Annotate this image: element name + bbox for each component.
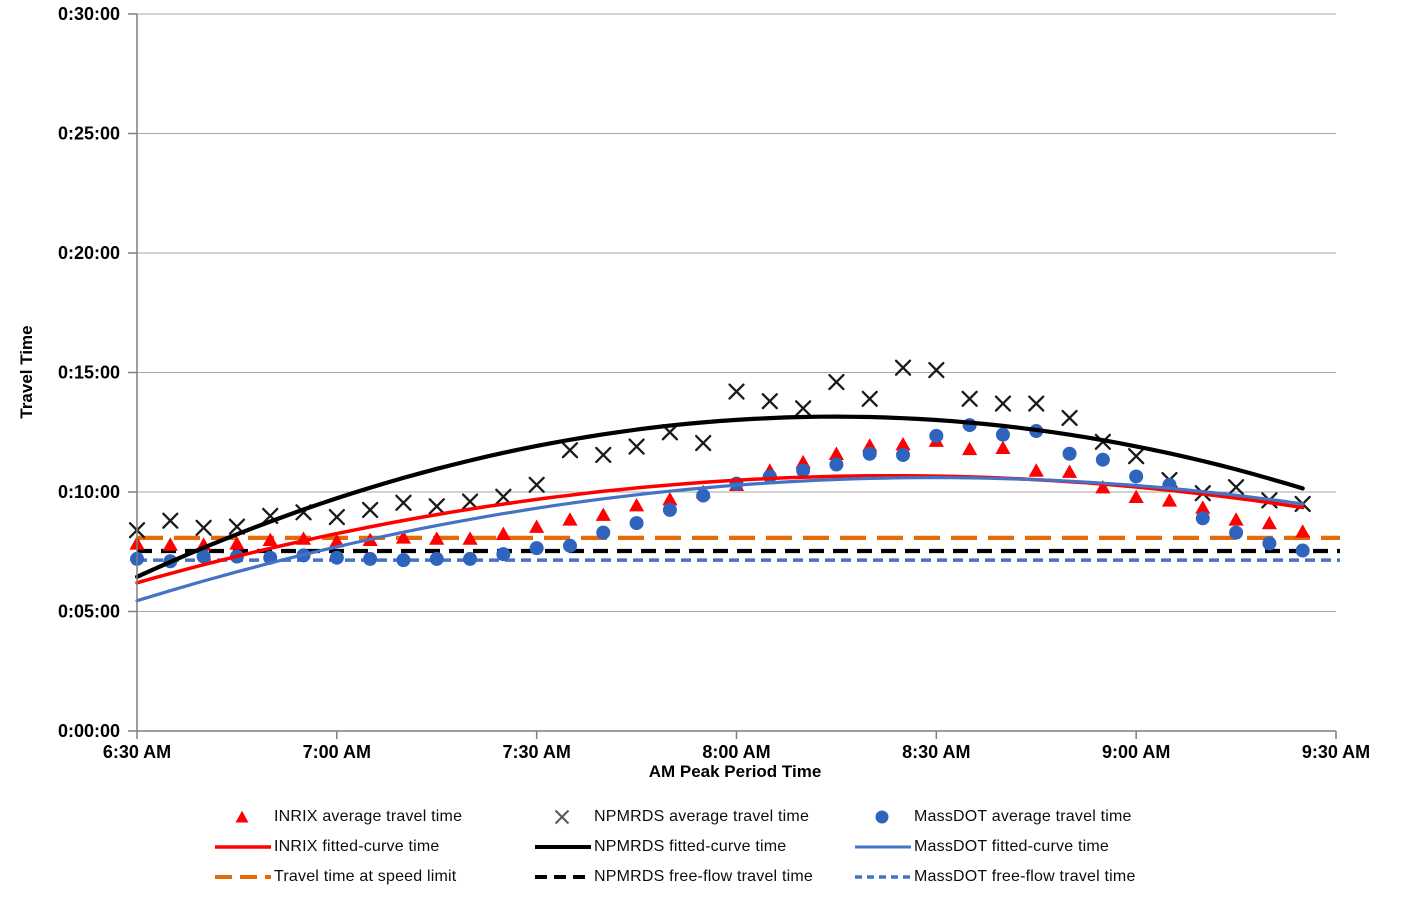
legend-label: MassDOT fitted-curve time	[914, 838, 1109, 855]
axis-labels: 0:00:00 0:05:00 0:10:00 0:15:00 0:20:00 0:25:…	[17, 4, 1370, 781]
x-axis-title: AM Peak Period Time	[649, 762, 822, 781]
legend-item-massdot-average-travel-time: MassDOT average travel time	[854, 807, 1174, 827]
legend-item-npmrds-free-flow-travel-time: NPMRDS free-flow travel time	[534, 867, 854, 887]
legend-item-massdot-fitted-curve-time: MassDOT fitted-curve time	[854, 837, 1174, 857]
line-swatch-icon	[535, 845, 591, 849]
legend-label: NPMRDS average travel time	[594, 808, 810, 825]
legend-label: MassDOT average travel time	[914, 808, 1132, 825]
legend-item-inrix-fitted-curve-time: INRIX fitted-curve time	[214, 837, 534, 857]
dash-short-swatch-icon	[855, 875, 911, 879]
x-tick-label: 7:00 AM	[303, 742, 371, 762]
y-tick-label: 0:00:00	[58, 721, 120, 741]
dash-long-swatch-icon	[215, 875, 271, 879]
y-tick-label: 0:20:00	[58, 243, 120, 263]
legend-label: NPMRDS fitted-curve time	[594, 838, 787, 855]
axes	[128, 13, 1337, 739]
legend-item-npmrds-average-travel-time: NPMRDS average travel time	[534, 807, 854, 827]
y-tick-label: 0:10:00	[58, 482, 120, 502]
legend-label: INRIX fitted-curve time	[274, 838, 440, 855]
legend-item-massdot-free-flow-travel-time: MassDOT free-flow travel time	[854, 867, 1174, 887]
x-tick-label: 9:30 AM	[1302, 742, 1370, 762]
x-tick-label: 7:30 AM	[502, 742, 570, 762]
line-swatch-icon	[215, 845, 271, 849]
legend-label: NPMRDS free-flow travel time	[594, 868, 813, 885]
marker-x-swatch-icon	[554, 809, 570, 825]
legend-label: Travel time at speed limit	[274, 868, 457, 885]
series-massdot-fitted-curve-time	[135, 475, 1305, 603]
legend-item-inrix-average-travel-time: INRIX average travel time	[214, 807, 534, 827]
series-npmrds-average-travel-time	[128, 359, 1311, 539]
chart-legend: INRIX average travel time NPMRDS average …	[214, 802, 1174, 892]
y-tick-label: 0:30:00	[58, 4, 120, 24]
x-tick-label: 9:00 AM	[1102, 742, 1170, 762]
series-npmrds-fitted-curve-time	[134, 414, 1305, 579]
x-tick-label: 6:30 AM	[103, 742, 171, 762]
gridlines	[137, 13, 1336, 612]
legend-label: MassDOT free-flow travel time	[914, 868, 1136, 885]
travel-time-chart: 0:00:00 0:05:00 0:10:00 0:15:00 0:20:00 0:25:…	[17, 4, 1370, 781]
dash-med-swatch-icon	[535, 875, 591, 879]
legend-label: INRIX average travel time	[274, 808, 463, 825]
line-swatch-icon	[855, 845, 911, 849]
y-axis-title: Travel Time	[17, 325, 36, 418]
x-tick-label: 8:30 AM	[902, 742, 970, 762]
y-tick-label: 0:05:00	[58, 602, 120, 622]
marker-circle-swatch-icon	[875, 810, 889, 824]
y-tick-label: 0:25:00	[58, 124, 120, 144]
y-tick-label: 0:15:00	[58, 363, 120, 383]
series-massdot-average-travel-time	[130, 418, 1310, 569]
x-tick-label: 8:00 AM	[702, 742, 770, 762]
legend-item-travel-time-at-speed-limit: Travel time at speed limit	[214, 867, 534, 887]
legend-item-npmrds-fitted-curve-time: NPMRDS fitted-curve time	[534, 837, 854, 857]
marker-triangle-swatch-icon	[235, 810, 249, 823]
